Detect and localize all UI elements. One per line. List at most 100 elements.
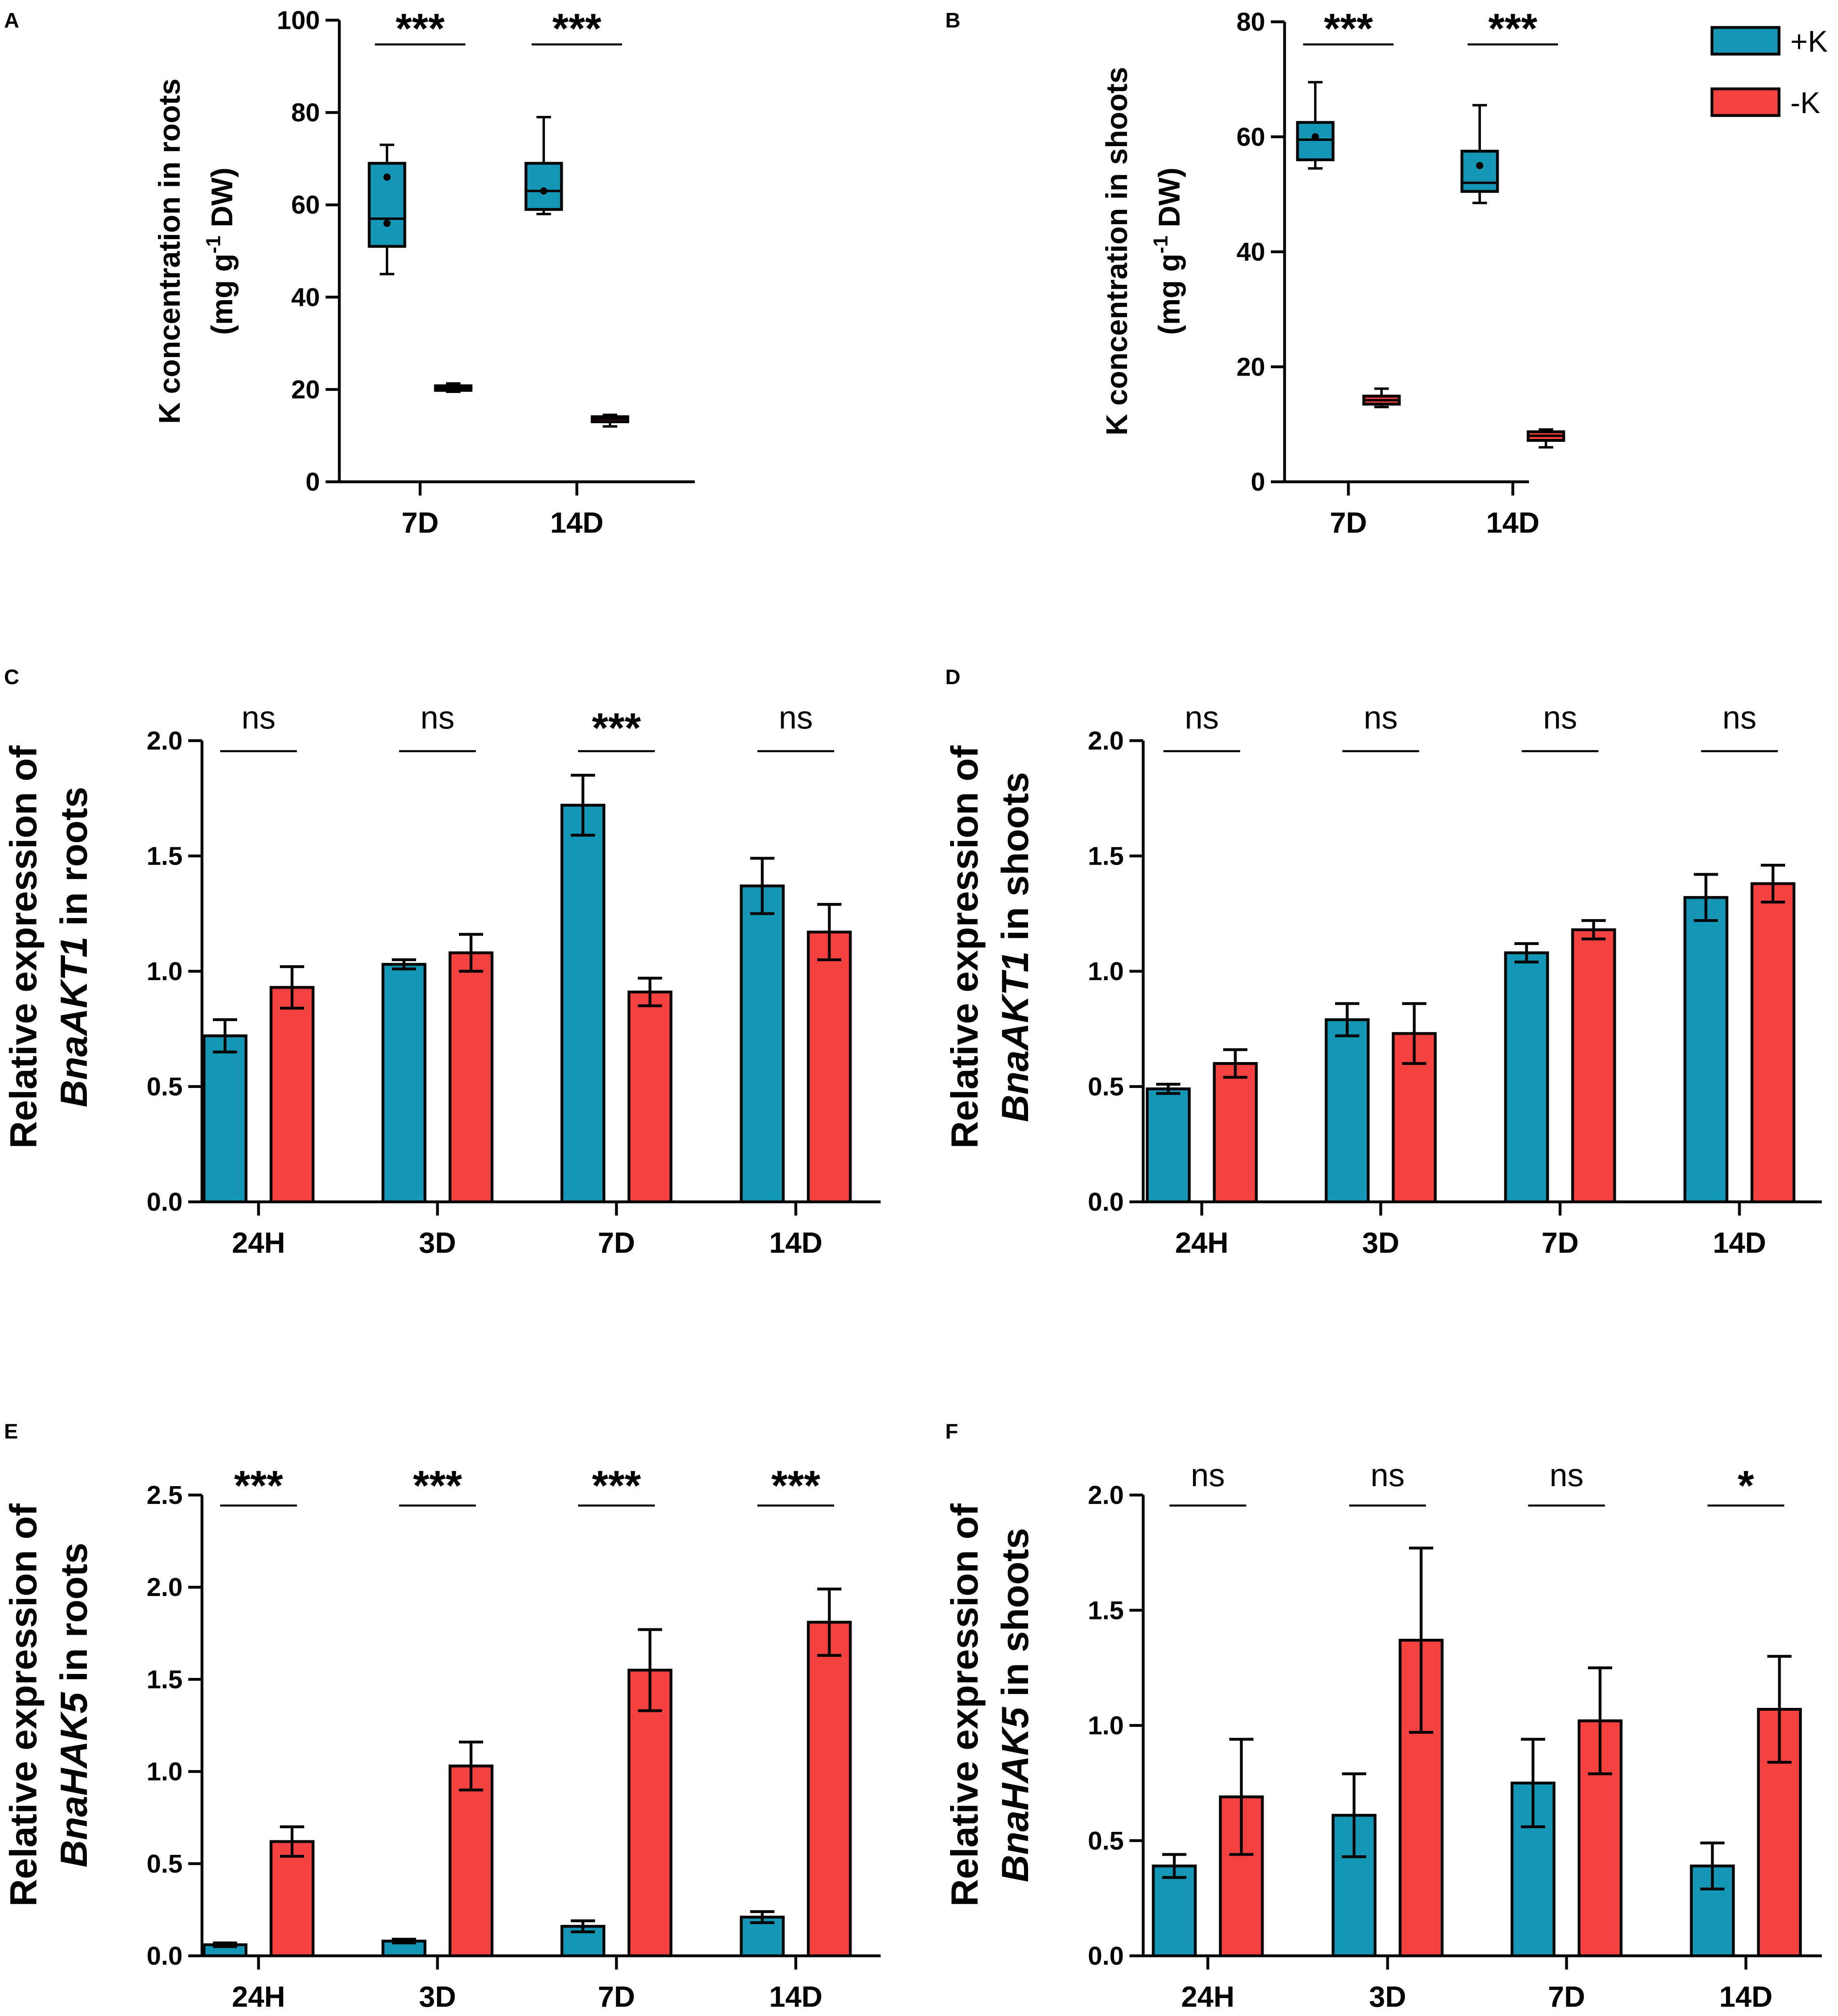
x-tick-label: 14D — [1719, 1981, 1773, 2013]
y-tick-label: 0 — [305, 467, 320, 496]
data-point — [540, 187, 547, 195]
x-tick-label: 7D — [402, 507, 439, 539]
x-tick-label: 24H — [1181, 1981, 1234, 2013]
box — [1460, 149, 1499, 193]
bar — [448, 1764, 494, 1957]
y-tick-label: 1.0 — [1088, 957, 1124, 986]
y-tick-label: 0.0 — [1088, 1941, 1124, 1970]
bar — [381, 963, 427, 1203]
significance-label: ns — [1543, 699, 1577, 735]
y-tick-label: 1.5 — [147, 1665, 183, 1694]
unit-text: DW) — [205, 168, 239, 236]
x-tick-label: 24H — [1175, 1227, 1228, 1259]
box — [1296, 121, 1335, 162]
x-tick-label: 7D — [1541, 1227, 1579, 1259]
panel-d: D 0.0 0.5 1.0 1.5 2.0 24H 3D 7D 14D Relative expre… — [943, 666, 1822, 1259]
y-axis-unit-label: (mg g-1 DW) — [202, 168, 239, 335]
y-tick-label: 1.0 — [147, 957, 183, 986]
significance-label: ns — [421, 699, 455, 735]
bar — [1571, 928, 1616, 1203]
y-tick-label: 0.5 — [1088, 1072, 1124, 1101]
y-tick-label: 0.0 — [147, 1941, 183, 1970]
significance-label: *** — [234, 1462, 283, 1509]
x-tick-label: 14D — [1713, 1227, 1766, 1259]
tissue-text: in shoots — [994, 1528, 1036, 1707]
bar — [269, 1840, 315, 1957]
y-tick-label: 1.5 — [147, 842, 183, 871]
y-axis-gene-label: BnaAKT1 in roots — [53, 787, 95, 1107]
y-tick-label: 1.0 — [1088, 1711, 1124, 1740]
significance-label: ns — [1722, 699, 1757, 735]
x-tick-label: 24H — [232, 1227, 285, 1259]
y-tick-label: 20 — [291, 375, 320, 404]
significance-label: ns — [1191, 1457, 1225, 1493]
panel-b: B 0 20 40 60 80 7D 14D K concentration in shoots… — [945, 5, 1565, 539]
y-axis-gene-label: BnaAKT1 in shoots — [994, 772, 1036, 1122]
y-tick-label: 0.0 — [1088, 1187, 1124, 1216]
y-axis-unit-label: (mg g-1 DW) — [1149, 168, 1186, 335]
bar — [1325, 1018, 1370, 1203]
y-axis-label: Relative expression of — [943, 1503, 986, 1907]
x-tick-label: 3D — [1362, 1227, 1399, 1259]
x-tick-label: 7D — [1548, 1981, 1585, 2013]
bar — [1213, 1062, 1258, 1203]
y-tick-label: 20 — [1237, 352, 1265, 381]
y-tick-label: 2.0 — [1088, 726, 1124, 755]
significance-label: *** — [592, 705, 641, 752]
gene-name: BnaHAK5 — [53, 1692, 95, 1867]
y-tick-label: 60 — [1237, 122, 1265, 151]
significance-label: ns — [1185, 699, 1219, 735]
unit-text: DW) — [1152, 168, 1186, 236]
x-tick-label: 7D — [598, 1227, 635, 1259]
x-tick-label: 3D — [1369, 1981, 1406, 2013]
y-axis-label: K concentration in roots — [153, 78, 186, 424]
y-tick-label: 40 — [291, 283, 320, 312]
x-tick-label: 14D — [550, 507, 604, 539]
gene-name: BnaAKT1 — [53, 937, 95, 1107]
y-tick-label: 1.5 — [1088, 1596, 1124, 1625]
gene-name: BnaAKT1 — [994, 951, 1036, 1122]
bar — [627, 1669, 673, 1957]
bar — [1750, 882, 1796, 1203]
y-tick-label: 1.0 — [147, 1757, 183, 1786]
panel-letter: C — [4, 666, 19, 689]
y-tick-label: 0.5 — [147, 1072, 183, 1101]
data-point — [1312, 133, 1319, 141]
y-tick-label: 1.5 — [1088, 842, 1124, 871]
panel-e: E 0.0 0.5 1.0 1.5 2.0 2.5 24H 3D 7D 14D Relative ex… — [2, 1420, 881, 2013]
y-tick-label: 0.0 — [147, 1187, 183, 1216]
bar — [560, 804, 606, 1203]
x-tick-label: 3D — [419, 1227, 456, 1259]
unit-text: (mg g — [1152, 254, 1186, 335]
significance-label: ns — [779, 699, 813, 735]
significance-label: * — [1738, 1462, 1754, 1509]
x-tick-label: 14D — [769, 1981, 822, 2013]
y-axis-label: Relative expression of — [2, 1503, 44, 1907]
panel-a: A 0 20 40 60 80 100 7D 14D K concentration in roo… — [4, 5, 695, 539]
bar — [1152, 1865, 1197, 1957]
bar — [202, 1034, 248, 1203]
significance-label: ns — [1550, 1457, 1584, 1493]
bar — [740, 884, 785, 1203]
panel-letter: A — [4, 9, 19, 32]
bar — [807, 930, 852, 1203]
significance-label: *** — [771, 1462, 820, 1509]
y-tick-label: 0.5 — [147, 1849, 183, 1878]
bar — [1504, 951, 1549, 1203]
panel-f: F 0.0 0.5 1.0 1.5 2.0 24H 3D 7D 14D Relative expre… — [943, 1420, 1822, 2013]
y-tick-label: 100 — [277, 6, 320, 35]
tissue-text: in roots — [53, 787, 95, 937]
x-tick-label: 14D — [769, 1227, 822, 1259]
x-tick-label: 7D — [1330, 507, 1367, 539]
y-tick-label: 2.0 — [1088, 1480, 1124, 1510]
bar — [448, 951, 494, 1203]
bar — [807, 1621, 852, 1957]
significance-label: ns — [1364, 699, 1398, 735]
tissue-text: in shoots — [994, 772, 1036, 951]
x-tick-label: 14D — [1486, 507, 1539, 539]
y-tick-label: 60 — [291, 190, 320, 219]
y-tick-label: 2.5 — [147, 1480, 183, 1510]
y-tick-label: 80 — [1237, 7, 1265, 36]
data-point — [383, 219, 391, 227]
